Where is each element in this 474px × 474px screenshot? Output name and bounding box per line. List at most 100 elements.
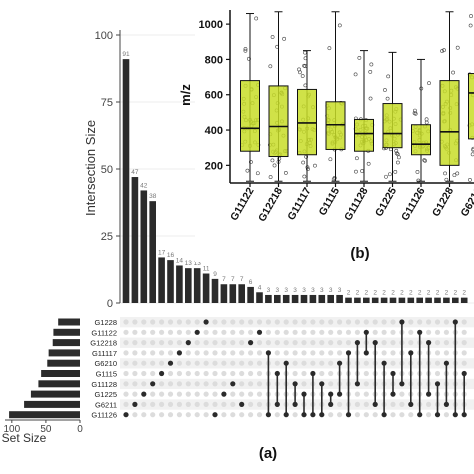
matrix-dot-inactive [390, 401, 396, 407]
matrix-dot-inactive [132, 412, 138, 418]
matrix-dot-inactive [328, 412, 334, 418]
intersection-bar [291, 294, 299, 303]
matrix-dot-inactive [399, 391, 405, 397]
upset-matrix: G1228G11122G12218G11117G6210G1115G11128G… [90, 317, 474, 420]
boxplot-point [300, 74, 305, 78]
intersection-bar-label: 3 [275, 287, 279, 294]
matrix-dot-inactive [159, 381, 165, 387]
boxplot-box [354, 118, 374, 152]
matrix-dot-inactive [434, 350, 441, 356]
matrix-dot-inactive [167, 329, 174, 335]
boxplot-point [245, 168, 250, 173]
set-size-bar [47, 359, 80, 367]
matrix-dot-inactive [159, 340, 165, 346]
matrix-dot-active [212, 412, 218, 418]
intersection-bar [389, 297, 397, 303]
matrix-dot-inactive [461, 340, 467, 346]
intersection-bar-label: 3 [338, 287, 342, 294]
set-name-label: G1115 [96, 370, 117, 379]
matrix-dot-inactive [354, 329, 360, 335]
set-size-bar [24, 400, 80, 408]
boxplot-boxes [240, 11, 474, 182]
matrix-dot-inactive [150, 391, 156, 397]
boxplot-point [471, 147, 474, 152]
matrix-dot-inactive [301, 381, 307, 387]
boxplot-point [383, 88, 387, 92]
matrix-dot-inactive [203, 370, 209, 377]
matrix-dot-inactive [221, 381, 227, 387]
boxplot-point [468, 178, 472, 182]
matrix-dot-inactive [239, 319, 245, 325]
matrix-dot-inactive [328, 329, 334, 335]
matrix-dot-inactive [203, 391, 209, 397]
boxplot-y-label: m/z [178, 84, 193, 106]
matrix-dot-inactive [310, 329, 316, 335]
matrix-dot-inactive [283, 319, 289, 325]
matrix-dot-inactive [345, 329, 352, 335]
boxplot-point [302, 174, 307, 179]
matrix-dot-inactive [301, 370, 307, 377]
intersection-bar [149, 201, 156, 303]
matrix-dot-inactive [185, 329, 191, 335]
matrix-dot-inactive [292, 329, 298, 335]
matrix-dot-active [230, 381, 236, 387]
matrix-dot-inactive [150, 360, 156, 366]
intersection-bar-label: 38 [149, 193, 157, 200]
matrix-dot-inactive [150, 340, 156, 346]
boxplot-point [366, 161, 371, 166]
intersection-y-tick-label: 25 [101, 231, 113, 243]
matrix-dot-inactive [363, 319, 369, 325]
boxplot-point [337, 23, 342, 28]
set-name-label: G11126 [91, 411, 117, 420]
matrix-dot-inactive [194, 370, 200, 377]
intersection-bar-label: 2 [391, 290, 395, 297]
intersection-bar [460, 297, 468, 303]
boxplot-point [395, 160, 400, 165]
intersection-y-ticks: 0 25 50 75 100 [95, 30, 120, 310]
intersection-bar [300, 294, 308, 303]
matrix-dot-inactive [221, 401, 227, 407]
matrix-dot-inactive [256, 360, 263, 366]
matrix-dot-inactive [185, 319, 191, 325]
matrix-dot-inactive [274, 319, 280, 325]
matrix-dot-inactive [292, 360, 298, 366]
intersection-bar-label: 2 [462, 290, 466, 297]
boxplot-y-tick-label: 600 [205, 90, 223, 102]
matrix-dot-inactive [141, 412, 147, 418]
matrix-dot-inactive [337, 350, 343, 356]
intersection-bar-label: 3 [329, 287, 333, 294]
set-name-label: G11122 [91, 328, 117, 337]
matrix-dot-inactive [239, 412, 245, 418]
matrix-dot-inactive [283, 350, 289, 356]
matrix-dot-inactive [443, 412, 449, 418]
boxplot-point [328, 157, 333, 162]
matrix-dot-inactive [150, 319, 156, 325]
matrix-dot-inactive [301, 319, 307, 325]
intersection-bar-label: 2 [436, 290, 440, 297]
intersection-bar [211, 278, 219, 303]
matrix-dot-inactive [176, 381, 182, 387]
matrix-dot-inactive [203, 412, 209, 418]
matrix-dot-inactive [123, 319, 129, 325]
matrix-dot-inactive [212, 360, 218, 366]
matrix-dot-inactive [221, 350, 227, 356]
matrix-dot-inactive [194, 412, 200, 418]
intersection-bar [167, 260, 174, 303]
matrix-dot-inactive [337, 319, 343, 325]
boxplot-point [468, 23, 473, 28]
matrix-dot-inactive [292, 319, 298, 325]
matrix-connectors [267, 322, 466, 415]
matrix-dot-inactive [390, 350, 396, 356]
matrix-dot-inactive [390, 319, 396, 325]
matrix-dot-active [239, 401, 245, 407]
matrix-dot-inactive [319, 340, 325, 346]
matrix-dot-active [248, 340, 254, 346]
boxplot-point [423, 158, 427, 163]
boxplot-point [384, 174, 388, 179]
matrix-dot-inactive [256, 401, 263, 407]
matrix-dot-inactive [159, 350, 165, 356]
matrix-dot-inactive [408, 340, 414, 346]
boxplot-point [298, 70, 302, 75]
matrix-dot-inactive [132, 329, 138, 335]
